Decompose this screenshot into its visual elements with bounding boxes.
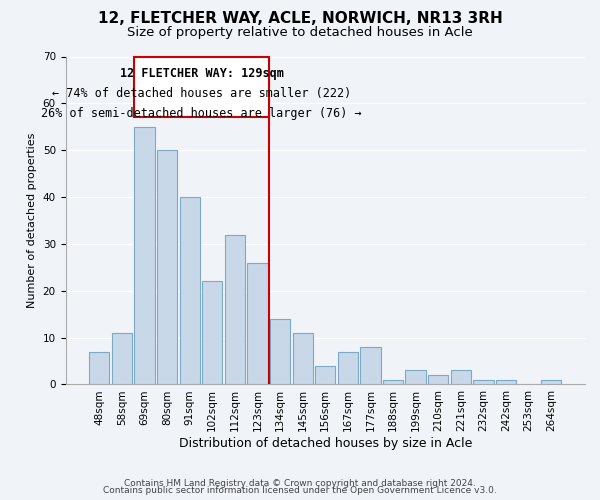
- Bar: [225, 234, 245, 384]
- Bar: [134, 127, 155, 384]
- Bar: [406, 370, 426, 384]
- Text: ← 74% of detached houses are smaller (222): ← 74% of detached houses are smaller (22…: [52, 87, 351, 100]
- Text: Size of property relative to detached houses in Acle: Size of property relative to detached ho…: [127, 26, 473, 39]
- Text: Contains HM Land Registry data © Crown copyright and database right 2024.: Contains HM Land Registry data © Crown c…: [124, 478, 476, 488]
- Bar: [89, 352, 109, 384]
- Text: 26% of semi-detached houses are larger (76) →: 26% of semi-detached houses are larger (…: [41, 107, 362, 120]
- Bar: [157, 150, 177, 384]
- Bar: [451, 370, 471, 384]
- X-axis label: Distribution of detached houses by size in Acle: Distribution of detached houses by size …: [179, 437, 472, 450]
- Bar: [360, 347, 380, 385]
- Bar: [496, 380, 516, 384]
- Text: Contains public sector information licensed under the Open Government Licence v3: Contains public sector information licen…: [103, 486, 497, 495]
- Bar: [541, 380, 562, 384]
- Bar: [179, 197, 200, 384]
- Bar: [270, 319, 290, 384]
- Bar: [338, 352, 358, 384]
- Text: 12, FLETCHER WAY, ACLE, NORWICH, NR13 3RH: 12, FLETCHER WAY, ACLE, NORWICH, NR13 3R…: [98, 11, 502, 26]
- Bar: [202, 282, 223, 385]
- Bar: [293, 333, 313, 384]
- Bar: [473, 380, 494, 384]
- Bar: [315, 366, 335, 384]
- Bar: [112, 333, 132, 384]
- Bar: [428, 375, 448, 384]
- Bar: [247, 262, 268, 384]
- Text: 12 FLETCHER WAY: 129sqm: 12 FLETCHER WAY: 129sqm: [119, 67, 284, 80]
- FancyBboxPatch shape: [134, 56, 269, 118]
- Bar: [383, 380, 403, 384]
- Y-axis label: Number of detached properties: Number of detached properties: [27, 133, 37, 308]
